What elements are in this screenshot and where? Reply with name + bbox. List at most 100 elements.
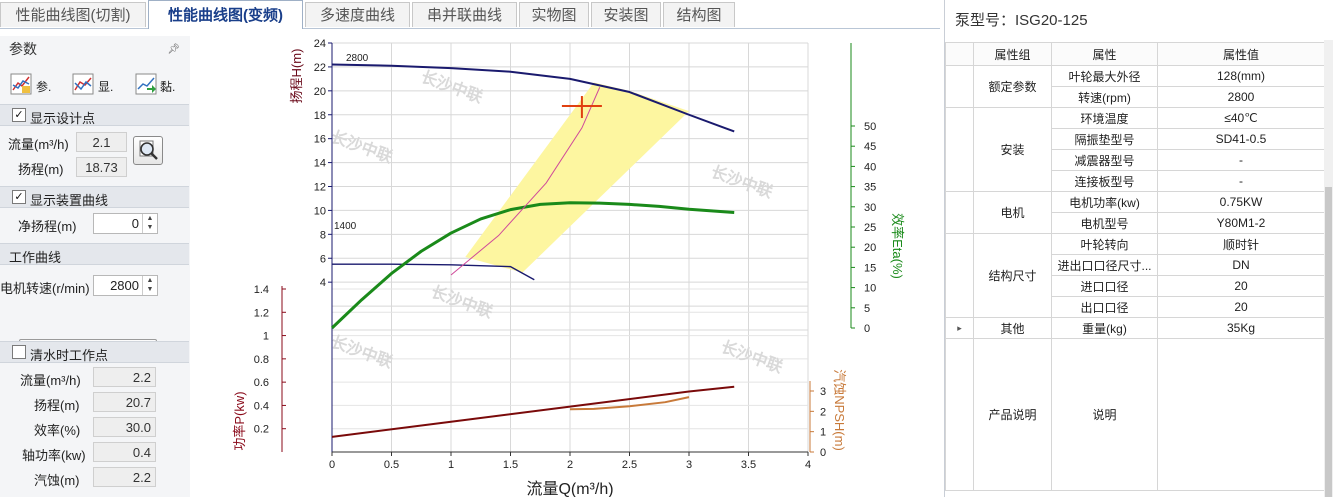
table-row[interactable]: 电机 电机功率(kw) 0.75KW xyxy=(945,191,1325,234)
show-design-point-label[interactable]: 显示设计点 xyxy=(30,111,96,126)
group-cell[interactable]: 安装 xyxy=(973,107,1052,192)
attribute-cell[interactable]: 连接板型号 xyxy=(1051,170,1158,192)
x-tick-label: 3 xyxy=(686,459,692,471)
table-row[interactable]: ▸ 其他 重量(kg) 35Kg xyxy=(945,317,1325,339)
viscosity-chart-icon[interactable] xyxy=(135,73,157,95)
group-cell[interactable]: 产品说明 xyxy=(973,338,1052,491)
head-tick-label: 12 xyxy=(314,182,326,194)
display-tool-label[interactable]: 显. xyxy=(98,80,114,94)
row-selector[interactable] xyxy=(945,107,974,192)
table-row[interactable]: 电机型号 Y80M1-2 xyxy=(946,212,1325,234)
stepper-arrows-icon[interactable]: ▲ ▼ xyxy=(142,276,157,295)
params-chart-icon[interactable] xyxy=(10,73,32,95)
value-cell[interactable]: 20 xyxy=(1157,275,1325,297)
value-cell[interactable]: 顺时针 xyxy=(1157,233,1325,255)
row-selector[interactable] xyxy=(945,338,974,491)
value-cell[interactable] xyxy=(1157,338,1325,491)
show-device-curve-checkbox[interactable]: ✓ xyxy=(12,190,26,204)
power-tick-label: 0.6 xyxy=(254,377,269,389)
performance-chart[interactable]: 长沙中联 长沙中联 长沙中联 长沙中联 长沙中联 长沙中联 0 0.5 1 1.5 2 2.5 3 3.5… xyxy=(190,36,940,498)
value-cell[interactable]: 20 xyxy=(1157,296,1325,318)
group-cell[interactable]: 电机 xyxy=(973,191,1052,234)
value-cell[interactable]: SD41-0.5 xyxy=(1157,128,1325,150)
scrollbar-thumb[interactable] xyxy=(1325,187,1332,497)
tab-install[interactable]: 安装图 xyxy=(591,2,661,27)
table-row[interactable]: 转速(rpm) 2800 xyxy=(946,86,1325,108)
value-cell[interactable]: ≤40℃ xyxy=(1157,107,1325,129)
static-head-stepper[interactable]: 0 ▲ ▼ xyxy=(93,213,158,234)
col-header-attr[interactable]: 属性 xyxy=(1051,42,1158,66)
tab-performance-vfd[interactable]: 性能曲线图(变频) xyxy=(148,0,303,29)
attribute-cell[interactable]: 重量(kg) xyxy=(1051,317,1158,339)
value-cell[interactable]: - xyxy=(1157,170,1325,192)
group-cell[interactable]: 结构尺寸 xyxy=(973,233,1052,318)
x-axis-title: 流量Q(m³/h) xyxy=(526,480,613,497)
attribute-cell[interactable]: 隔振垫型号 xyxy=(1051,128,1158,150)
row-selector[interactable]: ▸ xyxy=(945,317,974,339)
table-row[interactable]: 额定参数 叶轮最大外径 128(mm) xyxy=(945,65,1325,108)
display-chart-icon[interactable] xyxy=(72,73,94,95)
tab-structure[interactable]: 结构图 xyxy=(663,2,735,27)
attribute-cell[interactable]: 进出口口径尺寸... xyxy=(1051,254,1158,276)
attribute-cell[interactable]: 电机功率(kw) xyxy=(1051,191,1158,213)
tab-series-parallel[interactable]: 串并联曲线 xyxy=(412,2,517,27)
value-cell[interactable]: 128(mm) xyxy=(1157,65,1325,87)
value-cell[interactable]: 35Kg xyxy=(1157,317,1325,339)
eff-tick-label: 20 xyxy=(864,242,876,254)
value-cell[interactable]: - xyxy=(1157,149,1325,171)
show-design-point-checkbox[interactable]: ✓ xyxy=(12,108,26,122)
table-row[interactable]: 结构尺寸 叶轮转向 顺时针 xyxy=(945,233,1325,318)
tab-multi-speed[interactable]: 多速度曲线 xyxy=(305,2,410,27)
params-tool-label[interactable]: 参. xyxy=(36,80,52,94)
attribute-cell[interactable]: 电机型号 xyxy=(1051,212,1158,234)
table-row[interactable]: 产品说明 说明 xyxy=(945,338,1325,491)
motor-speed-stepper[interactable]: 2800 ▲ ▼ xyxy=(93,275,158,296)
value-cell[interactable]: 2800 xyxy=(1157,86,1325,108)
attribute-cell[interactable]: 进口口径 xyxy=(1051,275,1158,297)
clean-water-checkbox[interactable] xyxy=(12,345,26,359)
viscosity-tool-label[interactable]: 黏. xyxy=(160,80,176,94)
value-cell[interactable]: 0.75KW xyxy=(1157,191,1325,213)
group-cell[interactable]: 其他 xyxy=(973,317,1052,339)
clean-water-label[interactable]: 清水时工作点 xyxy=(30,348,109,363)
attribute-cell[interactable]: 环境温度 xyxy=(1051,107,1158,129)
value-cell[interactable]: Y80M1-2 xyxy=(1157,212,1325,234)
watermark-text: 长沙中联 xyxy=(419,67,486,107)
npsh-tick-label: 3 xyxy=(820,386,826,398)
value-cell[interactable]: DN xyxy=(1157,254,1325,276)
watermark-text: 长沙中联 xyxy=(329,332,396,372)
show-device-curve-label[interactable]: 显示装置曲线 xyxy=(30,193,109,208)
pin-icon[interactable]: 📌︎ xyxy=(167,44,180,55)
row-selector[interactable] xyxy=(945,233,974,318)
motor-speed-label: 电机转速(r/min) xyxy=(0,281,90,296)
col-header-group[interactable]: 属性组 xyxy=(973,42,1052,66)
work-curve-title: 工作曲线 xyxy=(9,250,62,265)
table-row[interactable]: 安装 环境温度 ≤40℃ xyxy=(945,107,1325,192)
motor-speed-value[interactable]: 2800 xyxy=(110,278,139,293)
static-head-value[interactable]: 0 xyxy=(131,216,139,231)
design-point-section: ✓ 显示设计点 xyxy=(0,104,189,126)
vertical-scrollbar[interactable] xyxy=(1324,40,1333,497)
tab-photo[interactable]: 实物图 xyxy=(519,2,589,27)
stepper-arrows-icon[interactable]: ▲ ▼ xyxy=(142,214,157,233)
attribute-cell[interactable]: 说明 xyxy=(1051,338,1158,491)
group-cell[interactable]: 额定参数 xyxy=(973,65,1052,108)
magnifier-icon xyxy=(139,140,158,160)
attribute-cell[interactable]: 转速(rpm) xyxy=(1051,86,1158,108)
row-selector[interactable] xyxy=(945,191,974,234)
find-design-point-button[interactable] xyxy=(133,136,163,165)
row-selector[interactable] xyxy=(945,65,974,108)
attribute-cell[interactable]: 叶轮转向 xyxy=(1051,233,1158,255)
eff-tick-label: 0 xyxy=(864,323,870,335)
eff-tick-label: 15 xyxy=(864,262,876,274)
properties-table: 属性组 属性 属性值 额定参数 叶轮最大外径 128(mm) 转速(rpm) 2800 安… xyxy=(945,42,1325,491)
col-header-value[interactable]: 属性值 xyxy=(1157,42,1325,66)
attribute-cell[interactable]: 减震器型号 xyxy=(1051,149,1158,171)
static-head-label: 净扬程(m) xyxy=(18,219,77,234)
tab-performance-cut[interactable]: 性能曲线图(切割) xyxy=(0,2,146,27)
table-row[interactable]: 出口口径 20 xyxy=(946,296,1325,318)
attribute-cell[interactable]: 叶轮最大外径 xyxy=(1051,65,1158,87)
table-row[interactable]: 减震器型号 - xyxy=(946,149,1325,171)
attribute-cell[interactable]: 出口口径 xyxy=(1051,296,1158,318)
